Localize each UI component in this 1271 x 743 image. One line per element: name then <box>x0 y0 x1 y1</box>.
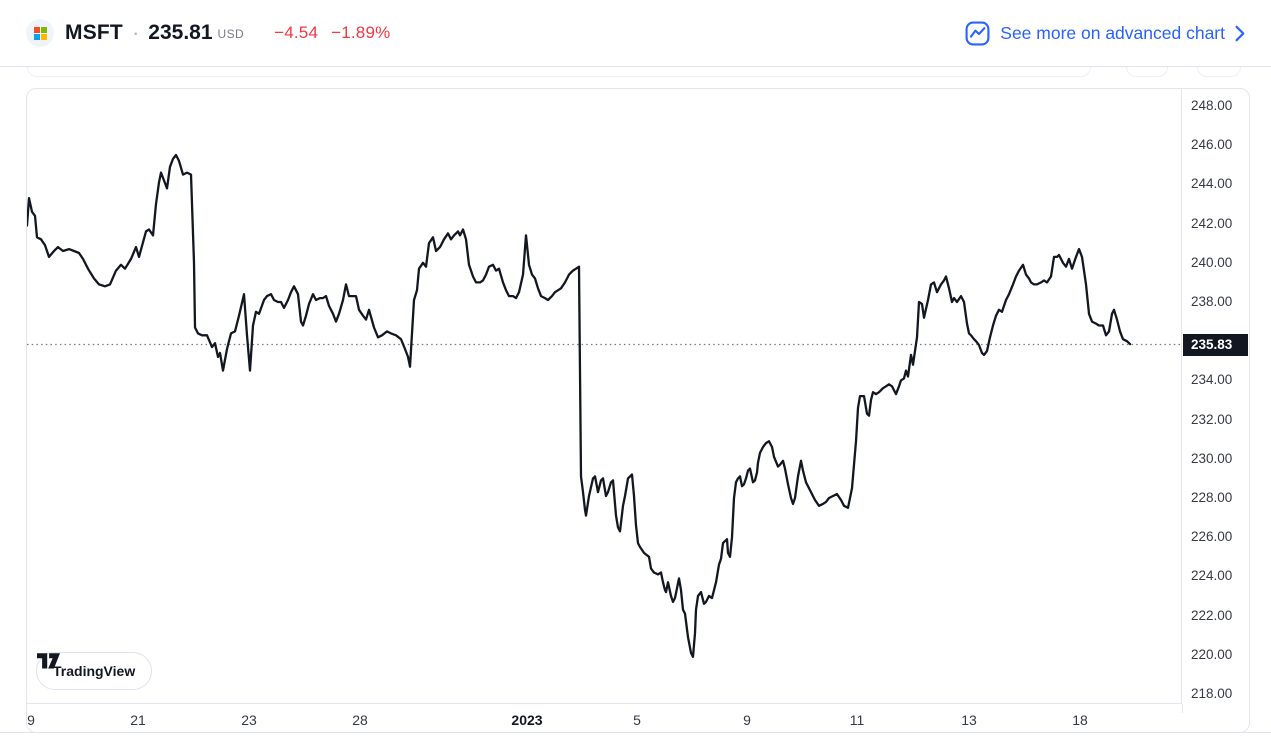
ticker-symbol: MSFT <box>65 21 123 44</box>
price-tick-label: 238.00 <box>1191 294 1233 309</box>
microsoft-logo-squares <box>33 26 47 40</box>
price-tick-label: 246.00 <box>1191 137 1233 153</box>
symbol-summary: MSFT · 235.81 USD −4.54 −1.89% <box>26 19 390 47</box>
time-tick-label: 9 <box>27 712 35 728</box>
time-tick-label: 5 <box>633 712 641 728</box>
axis-corner-tick <box>1182 704 1183 713</box>
price-axis[interactable]: 248.00 246.00 244.00 242.00 240.00 238.00 234.… <box>1183 89 1249 704</box>
clipped-toolbar-button[interactable] <box>1126 67 1168 77</box>
time-tick-label: 9 <box>743 712 751 728</box>
price-change-percent: −1.89% <box>331 23 391 42</box>
bottom-divider <box>0 732 1271 733</box>
see-more-link[interactable]: See more on advanced chart <box>965 21 1245 46</box>
price-change: −4.54 <box>274 23 319 42</box>
tradingview-logo-icon <box>37 653 60 669</box>
price-tick-label: 234.00 <box>1191 372 1233 388</box>
price-series-line <box>27 153 1132 658</box>
price-tick-label: 230.00 <box>1191 450 1233 466</box>
price-tick-label: 222.00 <box>1191 607 1233 623</box>
last-price-badge: 235.83 <box>1183 333 1248 356</box>
chart-card: TradingView 248.00 246.00 244.00 242.00 240.… <box>26 88 1250 733</box>
logo-square-red <box>33 26 40 33</box>
price-tick-label: 218.00 <box>1191 686 1233 701</box>
time-tick-label: 2023 <box>511 712 543 728</box>
time-tick-label: 11 <box>849 712 865 728</box>
logo-square-yellow <box>40 33 47 40</box>
last-price: 235.81 <box>148 21 213 44</box>
price-tick-label: 228.00 <box>1191 490 1233 505</box>
tradingview-attribution-label: TradingView <box>53 663 136 679</box>
logo-square-blue <box>33 33 40 40</box>
see-more-label: See more on advanced chart <box>1000 22 1225 43</box>
time-tick-label: 21 <box>130 712 146 728</box>
microsoft-logo <box>26 19 54 47</box>
price-tick-label: 226.00 <box>1191 529 1233 545</box>
price-tick-label: 244.00 <box>1191 176 1233 192</box>
price-tick-label: 242.00 <box>1191 215 1233 231</box>
chart-line-icon <box>965 21 990 45</box>
price-tick-label: 220.00 <box>1191 646 1233 662</box>
tradingview-attribution-button[interactable]: TradingView <box>36 652 153 690</box>
price-tick-label: 248.00 <box>1191 98 1233 113</box>
time-tick-label: 23 <box>241 712 257 728</box>
chart-pane[interactable]: TradingView <box>27 89 1182 704</box>
time-tick-label: 13 <box>961 712 977 728</box>
price-tick-label: 240.00 <box>1191 254 1233 270</box>
chevron-right-icon <box>1235 25 1245 41</box>
price-tick-label: 232.00 <box>1191 411 1233 427</box>
separator-dot: · <box>131 20 140 45</box>
logo-square-green <box>40 26 47 33</box>
clipped-toolbar-button[interactable] <box>1197 67 1241 77</box>
price-tick-label: 224.00 <box>1191 568 1233 584</box>
time-tick-label: 18 <box>1072 712 1088 728</box>
time-axis[interactable]: 9 21 23 28 2023 5 9 11 13 18 <box>27 705 1182 733</box>
currency-label: USD <box>217 27 245 41</box>
price-line-chart <box>27 153 1182 658</box>
clipped-toolbar-button[interactable] <box>27 67 1091 77</box>
price-change-group: −4.54 −1.89% <box>274 23 390 43</box>
widget-header: MSFT · 235.81 USD −4.54 −1.89% See more … <box>0 0 1271 67</box>
time-tick-label: 28 <box>352 712 368 728</box>
